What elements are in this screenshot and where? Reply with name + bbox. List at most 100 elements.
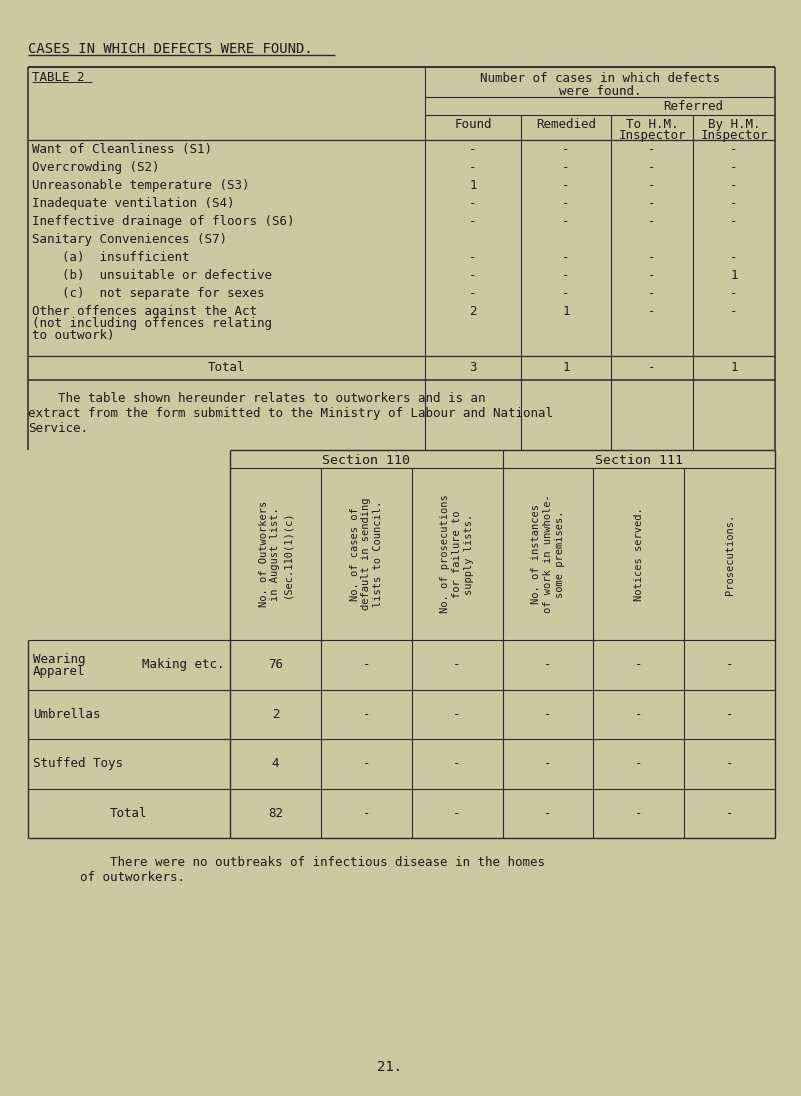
Text: -: -	[469, 197, 477, 210]
Text: -: -	[635, 659, 642, 671]
Text: (not including offences relating: (not including offences relating	[32, 317, 272, 330]
Text: extract from the form submitted to the Ministry of Labour and National: extract from the form submitted to the M…	[28, 407, 553, 420]
Text: There were no outbreaks of infectious disease in the homes: There were no outbreaks of infectious di…	[80, 856, 545, 869]
Text: -: -	[469, 251, 477, 264]
Text: 1: 1	[731, 361, 738, 374]
Text: Found: Found	[454, 118, 492, 132]
Text: To H.M.: To H.M.	[626, 118, 678, 132]
Text: 82: 82	[268, 807, 283, 820]
Text: -: -	[731, 179, 738, 192]
Text: -: -	[731, 161, 738, 174]
Text: 1: 1	[562, 305, 570, 318]
Text: of outworkers.: of outworkers.	[80, 871, 185, 884]
Text: -: -	[363, 757, 370, 770]
Text: -: -	[648, 251, 656, 264]
Text: -: -	[726, 757, 734, 770]
Text: -: -	[544, 659, 552, 671]
Text: Making etc.: Making etc.	[143, 659, 225, 671]
Text: Overcrowding (S2): Overcrowding (S2)	[32, 161, 159, 174]
Text: -: -	[648, 197, 656, 210]
Text: (c)  not separate for sexes: (c) not separate for sexes	[32, 287, 264, 300]
Text: 3: 3	[469, 361, 477, 374]
Text: -: -	[562, 161, 570, 174]
Text: -: -	[469, 269, 477, 282]
Text: Ineffective drainage of floors (S6): Ineffective drainage of floors (S6)	[32, 215, 295, 228]
Text: (a)  insufficient: (a) insufficient	[32, 251, 190, 264]
Text: -: -	[363, 659, 370, 671]
Text: The table shown hereunder relates to outworkers and is an: The table shown hereunder relates to out…	[28, 392, 485, 406]
Text: Wearing: Wearing	[33, 653, 86, 666]
Text: to outwork): to outwork)	[32, 329, 115, 342]
Text: Umbrellas: Umbrellas	[33, 708, 100, 721]
Text: 1: 1	[469, 179, 477, 192]
Text: -: -	[731, 305, 738, 318]
Text: -: -	[731, 287, 738, 300]
Text: -: -	[648, 269, 656, 282]
Text: Inspector: Inspector	[618, 129, 686, 142]
Text: -: -	[469, 287, 477, 300]
Text: -: -	[363, 708, 370, 721]
Text: -: -	[544, 708, 552, 721]
Text: -: -	[562, 287, 570, 300]
Text: Inspector: Inspector	[700, 129, 767, 142]
Text: Total: Total	[111, 807, 147, 820]
Text: 1: 1	[562, 361, 570, 374]
Text: -: -	[731, 215, 738, 228]
Text: Apparel: Apparel	[33, 665, 86, 678]
Text: 76: 76	[268, 659, 283, 671]
Text: -: -	[544, 757, 552, 770]
Text: -: -	[562, 251, 570, 264]
Text: Unreasonable temperature (S3): Unreasonable temperature (S3)	[32, 179, 249, 192]
Text: -: -	[635, 757, 642, 770]
Text: Want of Cleanliness (S1): Want of Cleanliness (S1)	[32, 142, 212, 156]
Text: Section 110: Section 110	[322, 454, 410, 467]
Text: -: -	[453, 708, 461, 721]
Text: (b)  unsuitable or defective: (b) unsuitable or defective	[32, 269, 272, 282]
Text: No. of Outworkers
in August list.
(Sec.110(1)(c): No. of Outworkers in August list. (Sec.1…	[259, 501, 292, 607]
Text: 1: 1	[731, 269, 738, 282]
Text: -: -	[453, 659, 461, 671]
Text: -: -	[363, 807, 370, 820]
Text: -: -	[635, 708, 642, 721]
Text: CASES IN WHICH DEFECTS WERE FOUND.: CASES IN WHICH DEFECTS WERE FOUND.	[28, 42, 312, 56]
Text: -: -	[562, 269, 570, 282]
Text: -: -	[469, 142, 477, 156]
Text: were found.: were found.	[559, 85, 642, 98]
Text: -: -	[453, 757, 461, 770]
Text: -: -	[469, 161, 477, 174]
Text: No. of prosecutions
for failure to
supply lists.: No. of prosecutions for failure to suppl…	[441, 494, 473, 614]
Text: -: -	[562, 215, 570, 228]
Text: TABLE 2: TABLE 2	[32, 71, 84, 84]
Text: By H.M.: By H.M.	[708, 118, 760, 132]
Text: No. of instances
of work in unwhole-
some premises.: No. of instances of work in unwhole- som…	[531, 494, 565, 614]
Text: -: -	[648, 179, 656, 192]
Text: 2: 2	[272, 708, 280, 721]
Text: -: -	[726, 659, 734, 671]
Text: -: -	[726, 807, 734, 820]
Text: Stuffed Toys: Stuffed Toys	[33, 757, 123, 770]
Text: Other offences against the Act: Other offences against the Act	[32, 305, 257, 318]
Text: -: -	[731, 251, 738, 264]
Text: Service.: Service.	[28, 422, 88, 435]
Text: -: -	[544, 807, 552, 820]
Text: No. of cases of
default in sending
lists to Council.: No. of cases of default in sending lists…	[350, 498, 383, 610]
Text: -: -	[648, 142, 656, 156]
Text: Total: Total	[207, 361, 245, 374]
Text: Prosecutions.: Prosecutions.	[725, 513, 735, 595]
Text: -: -	[648, 161, 656, 174]
Text: -: -	[648, 305, 656, 318]
Text: 2: 2	[469, 305, 477, 318]
Text: Remedied: Remedied	[536, 118, 596, 132]
Text: -: -	[562, 179, 570, 192]
Text: Section 111: Section 111	[595, 454, 682, 467]
Text: Notices served.: Notices served.	[634, 507, 644, 601]
Text: -: -	[731, 142, 738, 156]
Text: -: -	[731, 197, 738, 210]
Text: -: -	[648, 361, 656, 374]
Text: -: -	[562, 142, 570, 156]
Text: -: -	[648, 215, 656, 228]
Text: 4: 4	[272, 757, 280, 770]
Text: -: -	[453, 807, 461, 820]
Text: -: -	[726, 708, 734, 721]
Text: Inadequate ventilation (S4): Inadequate ventilation (S4)	[32, 197, 235, 210]
